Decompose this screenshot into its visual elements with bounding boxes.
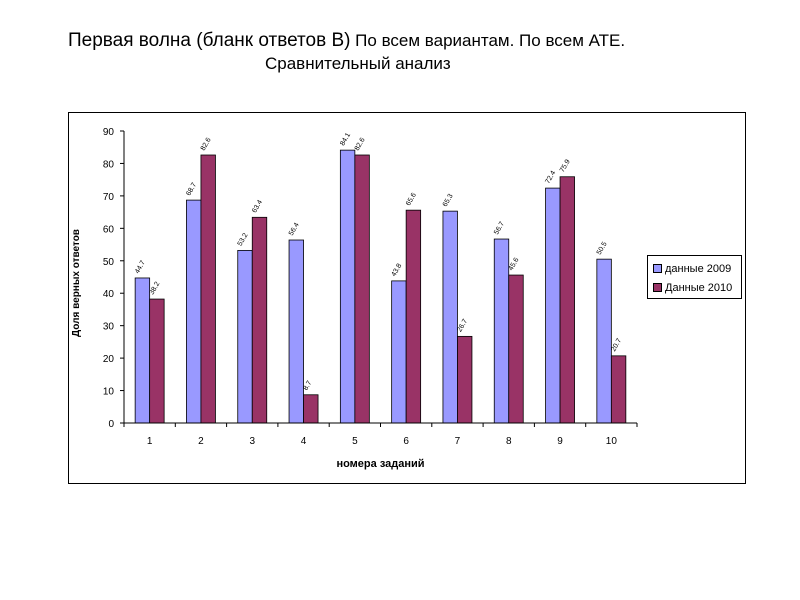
bar-2009	[237, 249, 253, 424]
bar-data-label: 63.4	[251, 199, 264, 214]
y-tick-label: 20	[103, 354, 115, 365]
bar-data-label: 53.2	[237, 232, 250, 247]
bar-data-label: 56.4	[288, 222, 301, 237]
bar-2009	[134, 277, 151, 424]
bar-2010	[508, 274, 524, 424]
bar-2010	[149, 298, 165, 424]
x-tick-label: 8	[506, 436, 512, 447]
bar-data-label: 43.8	[391, 263, 404, 278]
x-axis-title: номера заданий	[336, 458, 424, 470]
y-tick-label: 70	[103, 192, 115, 203]
legend-item-2010: Данные 2010	[653, 281, 732, 295]
page-title: Первая волна (бланк ответов В) По всем в…	[68, 30, 768, 52]
title-scope: По всем вариантам. По всем АТЕ.	[350, 31, 626, 50]
bar-2009	[596, 258, 612, 424]
bar-2010	[251, 216, 268, 424]
bar-2009	[339, 149, 356, 424]
legend-label-2009: данные 2009	[665, 263, 732, 275]
title-main: Первая волна (бланк ответов В)	[68, 30, 351, 51]
bar-data-label: 65.6	[405, 192, 418, 207]
bar-2010	[354, 154, 370, 424]
bar-data-label: 75.9	[559, 158, 572, 173]
bar-2010	[405, 209, 422, 424]
y-tick-label: 30	[103, 322, 115, 333]
bar-2010	[303, 394, 319, 424]
x-tick-label: 10	[606, 436, 618, 447]
bar-data-label: 45.6	[508, 257, 521, 272]
y-tick-label: 0	[108, 419, 114, 430]
bar-data-label: 82.6	[200, 137, 213, 152]
bar-data-label: 26.7	[456, 318, 469, 333]
x-tick-label: 1	[147, 436, 153, 447]
bar-data-label: 68.7	[185, 182, 198, 197]
y-tick-label: 40	[103, 289, 115, 300]
bar-data-label: 50.5	[596, 241, 609, 256]
bar-data-label: 72.4	[544, 170, 557, 185]
y-axis-title: Доля верных ответов	[71, 229, 82, 337]
bar-2009	[545, 187, 561, 424]
bar-2010	[610, 355, 627, 424]
y-tick-label: 50	[103, 257, 115, 268]
x-tick-label: 2	[198, 436, 204, 447]
x-tick-label: 9	[557, 436, 563, 447]
bar-2010	[559, 176, 575, 424]
x-tick-label: 5	[352, 436, 358, 447]
bar-2009	[493, 238, 510, 424]
legend-label-2010: Данные 2010	[665, 282, 733, 294]
bar-2009	[391, 280, 407, 424]
y-tick-label: 90	[103, 127, 115, 138]
x-tick-label: 3	[249, 436, 255, 447]
y-tick-label: 80	[103, 159, 115, 170]
x-tick-label: 4	[301, 436, 307, 447]
legend: данные 2009 Данные 2010	[647, 255, 742, 299]
bar-2010	[200, 154, 216, 424]
page-subtitle: Сравнительный анализ	[265, 54, 451, 73]
bar-data-label: 82.6	[354, 137, 367, 152]
x-tick-label: 7	[455, 436, 461, 447]
legend-item-2009: данные 2009	[653, 262, 731, 276]
bar-2009	[186, 199, 202, 424]
bar-data-label: 65.3	[442, 193, 455, 208]
legend-swatch-2010	[653, 282, 662, 292]
bar-data-label: 20.7	[610, 337, 623, 352]
bar-data-label: 44.7	[134, 260, 147, 275]
y-tick-label: 60	[103, 224, 115, 235]
bar-data-label: 38.2	[149, 281, 162, 296]
bar-2010	[457, 335, 473, 424]
bar-data-label: 8.7	[302, 380, 313, 392]
y-tick-label: 10	[103, 387, 115, 398]
bar-data-label: 56.7	[493, 221, 506, 236]
bar-2009	[442, 210, 458, 424]
bar-data-label: 84.1	[339, 132, 352, 147]
bar-2009	[288, 239, 304, 424]
x-tick-label: 6	[403, 436, 409, 447]
legend-swatch-2009	[653, 263, 662, 273]
